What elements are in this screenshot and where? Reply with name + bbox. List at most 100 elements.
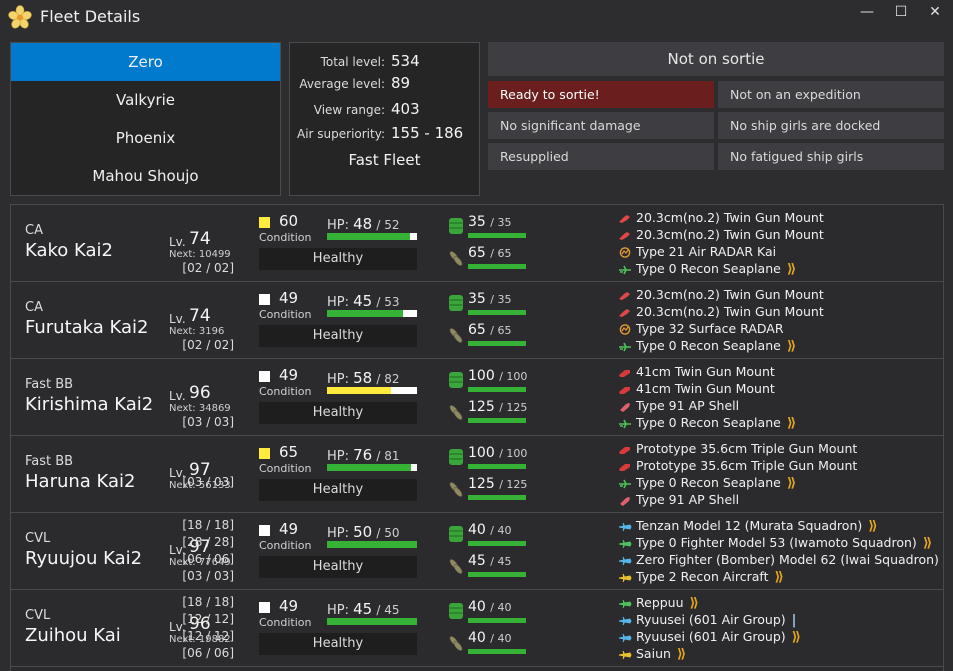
ammo-readout: 65 / 65 — [468, 245, 511, 261]
ship-row-4[interactable]: Fast BB Haruna Kai2 Lv. 97 Next: 56133 6… — [11, 436, 943, 513]
equipment-name: Ryuusei (601 Air Group) — [636, 612, 786, 627]
recon-aircraft-icon — [618, 650, 632, 660]
main-gun-icon — [619, 292, 630, 300]
minimize-button[interactable]: — — [860, 4, 874, 20]
proficiency-chevrons: ⟫ — [868, 519, 877, 534]
ammo-bar — [468, 418, 526, 423]
ammo-icon — [449, 251, 463, 266]
sortie-condition-expedition: Not on an expedition — [718, 81, 944, 108]
aircraft-slot-count: [03 / 03] — [182, 569, 234, 583]
hp-max: / 53 — [376, 295, 400, 309]
equipment-name: Type 0 Recon Seaplane — [636, 415, 781, 430]
ammo-max: / 125 — [499, 401, 528, 414]
ship-name: Furutaka Kai2 — [25, 317, 149, 338]
fleet-tab-zero[interactable]: Zero — [11, 43, 280, 81]
ammo-bar — [468, 341, 526, 346]
equipment-name: Prototype 35.6cm Triple Gun Mount — [636, 458, 858, 473]
sortie-condition-damage: No significant damage — [488, 112, 714, 139]
level-value: 74 — [189, 229, 211, 249]
health-status: Healthy — [259, 556, 417, 578]
ship-row-2[interactable]: CA Furutaka Kai2 Lv. 74 Next: 3196 49 Co… — [11, 282, 943, 359]
aircraft-slot-count: [18 / 18] — [182, 518, 234, 532]
equipment-name: Type 91 AP Shell — [636, 398, 740, 413]
hp-current: 45 — [353, 600, 373, 618]
maximize-button[interactable]: ☐ — [894, 4, 908, 20]
aircraft-slot-count: [03 / 03] — [182, 475, 234, 489]
next-exp-label: Next: — [169, 326, 196, 337]
hp-max: / 52 — [376, 218, 400, 232]
hp-bar — [327, 233, 417, 240]
condition-indicator — [259, 448, 270, 459]
proficiency-chevrons: ⟫ — [786, 262, 796, 277]
condition-value: 60 — [279, 212, 299, 230]
equipment-name: 20.3cm(no.2) Twin Gun Mount — [636, 227, 824, 242]
hp-label: HP: — [327, 218, 349, 233]
hp-bar-fill — [327, 618, 417, 625]
close-button[interactable]: ✕ — [929, 4, 941, 20]
ship-name: Haruna Kai2 — [25, 471, 136, 492]
hp-label: HP: — [327, 603, 349, 618]
hp-bar-fill — [327, 233, 410, 240]
fleet-tab-valkyrie[interactable]: Valkyrie — [115, 91, 176, 109]
proficiency-chevrons: ⟫ — [786, 339, 796, 354]
hp-label: HP: — [327, 372, 349, 387]
ammo-icon — [449, 636, 463, 651]
ammo-current: 65 — [468, 322, 486, 338]
aircraft-slot-count: [02 / 02] — [182, 261, 234, 275]
level-value: 74 — [189, 306, 211, 326]
condition-indicator — [259, 371, 270, 382]
ammo-readout: 40 / 40 — [468, 630, 511, 646]
large-gun-icon — [619, 447, 630, 454]
next-exp: Next: 34869 — [169, 403, 231, 414]
hp-bar — [327, 618, 417, 625]
view-range-row: View range: 403 — [290, 100, 479, 120]
equipment-name: Tenzan Model 12 (Murata Squadron) — [636, 518, 863, 533]
ammo-max: / 65 — [490, 324, 512, 337]
aircraft-slot-count: [06 / 06] — [182, 646, 234, 660]
condition-label: Condition — [259, 539, 312, 552]
ship-row-5[interactable]: CVL Ryuujou Kai2 Lv. 97 Next: 77649 49 C… — [11, 513, 943, 590]
condition-indicator — [259, 217, 270, 228]
fuel-readout: 100 / 100 — [468, 368, 527, 384]
ammo-current: 125 — [468, 476, 495, 492]
total-level-label: Total level: — [320, 55, 385, 69]
equipment-name: Type 0 Recon Seaplane — [636, 261, 781, 276]
ammo-current: 45 — [468, 553, 486, 569]
hp-bar-fill — [327, 464, 411, 471]
ship-row-1[interactable]: CA Kako Kai2 Lv. 74 Next: 10499 60 Condi… — [11, 205, 943, 282]
fuel-max: / 100 — [499, 447, 528, 460]
hp-current: 76 — [353, 446, 373, 464]
hp-bar — [327, 310, 417, 317]
view-range-value: 403 — [391, 100, 420, 118]
fleet-stats-panel: Total level: 534 Average level: 89 View … — [289, 42, 480, 196]
ammo-max: / 45 — [490, 555, 512, 568]
hp-readout: HP: 76 / 81 — [327, 446, 400, 464]
fuel-bar — [468, 618, 526, 623]
fuel-max: / 40 — [490, 601, 512, 614]
main-gun-icon — [619, 215, 630, 223]
condition-label: Condition — [259, 462, 312, 475]
hp-readout: HP: 58 / 82 — [327, 369, 400, 387]
ship-row-3[interactable]: Fast BB Kirishima Kai2 Lv. 96 Next: 3486… — [11, 359, 943, 436]
hp-bar — [327, 464, 417, 471]
proficiency-chevrons: | — [791, 613, 797, 628]
equipment-name: Type 0 Recon Seaplane — [636, 338, 781, 353]
ammo-bar — [468, 649, 526, 654]
hp-bar — [327, 387, 417, 394]
fuel-current: 100 — [468, 368, 495, 384]
recon-aircraft-icon — [618, 573, 632, 583]
level-value: 96 — [189, 614, 211, 634]
ship-row-6[interactable]: CVL Zuihou Kai Lv. 96 Next: 19882 49 Con… — [11, 590, 943, 667]
title-bar: Fleet Details — ☐ ✕ — [0, 0, 953, 34]
ammo-max: / 65 — [490, 247, 512, 260]
ap-shell-icon — [620, 497, 630, 506]
fleet-tab-mahou-shoujo[interactable]: Mahou Shoujo — [92, 167, 199, 185]
ship-list: CA Kako Kai2 Lv. 74 Next: 10499 60 Condi… — [10, 204, 944, 671]
fleet-tab-phoenix[interactable]: Phoenix — [115, 129, 176, 147]
seaplane-icon — [619, 479, 631, 489]
level-label: Lv. — [169, 235, 186, 249]
seaplane-icon — [619, 342, 631, 352]
ap-shell-icon — [620, 403, 630, 412]
ammo-readout: 45 / 45 — [468, 553, 511, 569]
fleet-tab-list: Zero Valkyrie Phoenix Mahou Shoujo — [10, 42, 281, 196]
